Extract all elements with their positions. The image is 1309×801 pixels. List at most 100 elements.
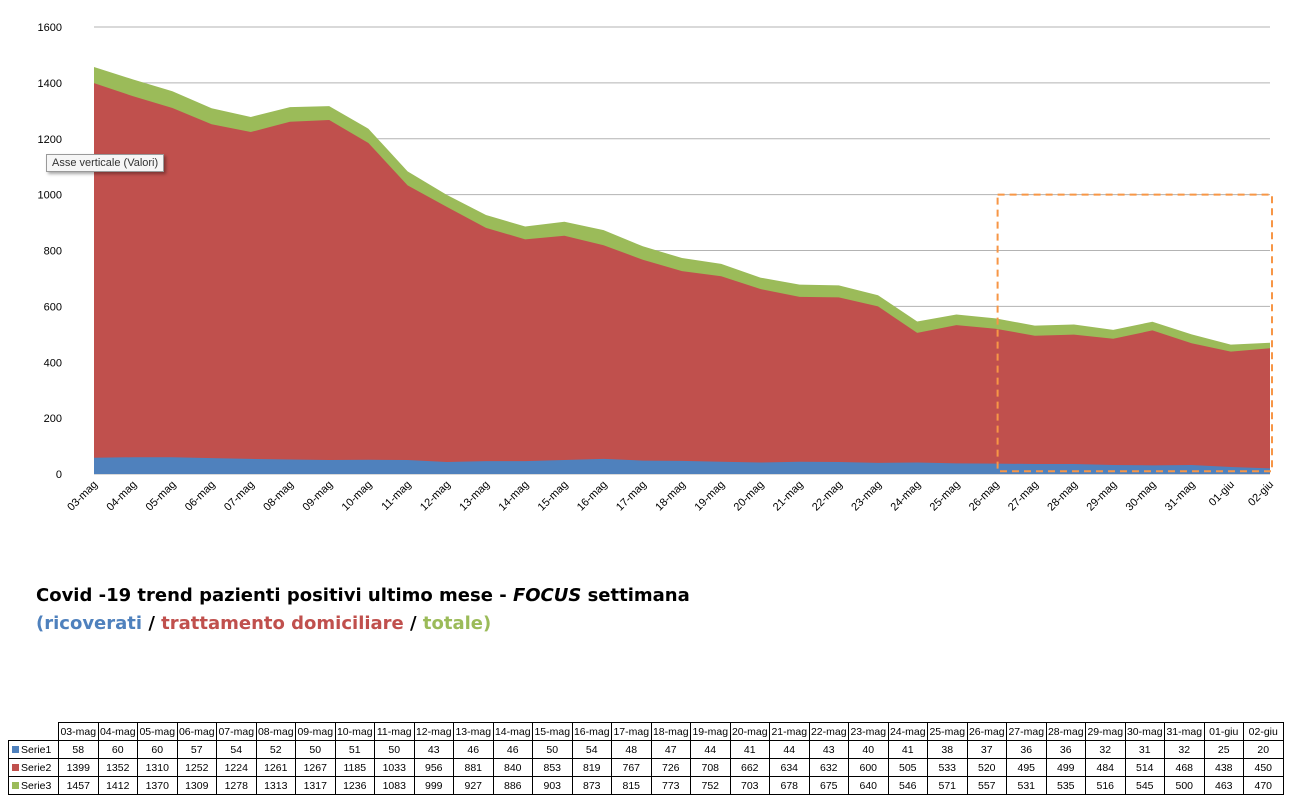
y-tick-label: 1600: [38, 22, 62, 34]
table-cell: 495: [1006, 758, 1047, 777]
y-axis-ticks: 0 200 400 600 800 1000 1200 1400 1600: [38, 22, 62, 481]
caption-open-paren: (: [36, 613, 45, 634]
y-tick-label: 400: [44, 357, 62, 369]
x-tick-label: 24-mag: [888, 479, 923, 514]
table-cell: 1033: [374, 758, 415, 777]
y-tick-label: 1200: [38, 134, 62, 146]
table-cell: 1313: [255, 776, 296, 795]
table-cell: 38: [927, 740, 968, 759]
caption-close-paren: ): [482, 613, 492, 634]
table-cell: 1412: [97, 776, 138, 795]
axis-tooltip: Asse verticale (Valori): [46, 154, 165, 172]
focus-box: [996, 193, 1273, 473]
table-cell: 50: [532, 740, 573, 759]
table-cell: 533: [927, 758, 968, 777]
table-cell: 956: [413, 758, 454, 777]
table-cell: 1236: [334, 776, 375, 795]
x-tick-label: 25-mag: [928, 479, 963, 514]
table-cell: 450: [1243, 758, 1284, 777]
x-tick-label: 02-giu: [1246, 479, 1276, 509]
x-tick-label: 20-mag: [732, 479, 767, 514]
table-cell: 520: [966, 758, 1007, 777]
y-tick-label: 0: [56, 469, 62, 481]
legend-swatch: [12, 764, 19, 772]
table-cell: 43: [808, 740, 849, 759]
table-cell: 873: [571, 776, 612, 795]
table-cell: 32: [1164, 740, 1205, 759]
caption-suffix: settimana: [581, 585, 690, 606]
x-tick-label: 07-mag: [222, 479, 257, 514]
table-corner: [9, 723, 59, 741]
table-header-cell: 21-mag: [769, 722, 810, 741]
table-cell: 32: [1085, 740, 1126, 759]
table-cell: 57: [176, 740, 217, 759]
x-tick-label: 17-mag: [614, 479, 649, 514]
caption-title: Covid -19 trend pazienti positivi ultimo…: [36, 585, 513, 606]
table-cell: 20: [1243, 740, 1284, 759]
table-cell: 773: [650, 776, 691, 795]
table-header-cell: 29-mag: [1085, 722, 1126, 741]
table-cell: 37: [966, 740, 1007, 759]
table-cell: 1310: [137, 758, 178, 777]
table-header-cell: 03-mag: [58, 722, 99, 741]
table-cell: 514: [1124, 758, 1165, 777]
x-tick-label: 04-mag: [104, 479, 139, 514]
table-header-cell: 09-mag: [295, 722, 336, 741]
table-cell: 484: [1085, 758, 1126, 777]
table-cell: 31: [1124, 740, 1165, 759]
table-cell: 840: [492, 758, 533, 777]
area-serie2: [94, 83, 1270, 475]
series-name: Serie1: [21, 743, 52, 756]
table-header-cell: 18-mag: [650, 722, 691, 741]
table-cell: 881: [453, 758, 494, 777]
table-cell: 600: [848, 758, 889, 777]
table-header-cell: 25-mag: [927, 722, 968, 741]
legend-swatch: [12, 782, 19, 790]
table-cell: 999: [413, 776, 454, 795]
table-cell: 1317: [295, 776, 336, 795]
table-cell: 903: [532, 776, 573, 795]
caption-totale: totale: [422, 613, 483, 634]
table-cell: 1309: [176, 776, 217, 795]
table-cell: 1185: [334, 758, 375, 777]
table-cell: 703: [729, 776, 770, 795]
x-tick-label: 23-mag: [849, 479, 884, 514]
table-cell: 752: [690, 776, 731, 795]
table-header-cell: 24-mag: [887, 722, 928, 741]
table-cell: 1370: [137, 776, 178, 795]
table-cell: 1267: [295, 758, 336, 777]
table-header-cell: 22-mag: [808, 722, 849, 741]
area-serie1: [94, 457, 1270, 474]
table-cell: 43: [413, 740, 454, 759]
table-header-cell: 04-mag: [97, 722, 138, 741]
chart-areas: [94, 66, 1270, 475]
table-cell: 535: [1045, 776, 1086, 795]
table-cell: 468: [1164, 758, 1205, 777]
table-header-cell: 14-mag: [492, 722, 533, 741]
table-cell: 1224: [216, 758, 257, 777]
table-cell: 44: [690, 740, 731, 759]
table-cell: 571: [927, 776, 968, 795]
table-header-cell: 02-giu: [1243, 722, 1284, 741]
table-row-label: Serie3: [8, 776, 59, 795]
x-tick-label: 10-mag: [340, 479, 375, 514]
table-cell: 505: [887, 758, 928, 777]
x-tick-label: 26-mag: [967, 479, 1002, 514]
x-tick-label: 08-mag: [261, 479, 296, 514]
table-cell: 36: [1045, 740, 1086, 759]
table-cell: 1261: [255, 758, 296, 777]
table-header-cell: 27-mag: [1006, 722, 1047, 741]
table-row: Serie2 1399 1352 1310 1252 1224 1261 1267 1185 10…: [8, 758, 1284, 777]
x-tick-label: 22-mag: [810, 479, 845, 514]
legend-swatch: [12, 746, 19, 754]
table-header-cell: 06-mag: [176, 722, 217, 741]
table-row: Serie3 1457 1412 1370 1309 1278 1313 1317 1236 10…: [8, 776, 1284, 795]
x-tick-label: 18-mag: [653, 479, 688, 514]
table-cell: 853: [532, 758, 573, 777]
table-cell: 767: [611, 758, 652, 777]
table-cell: 640: [848, 776, 889, 795]
caption-trattamento: trattamento domiciliare: [161, 613, 404, 634]
series-name: Serie3: [21, 779, 52, 792]
caption-slash: /: [403, 613, 423, 634]
table-header-cell: 31-mag: [1164, 722, 1205, 741]
